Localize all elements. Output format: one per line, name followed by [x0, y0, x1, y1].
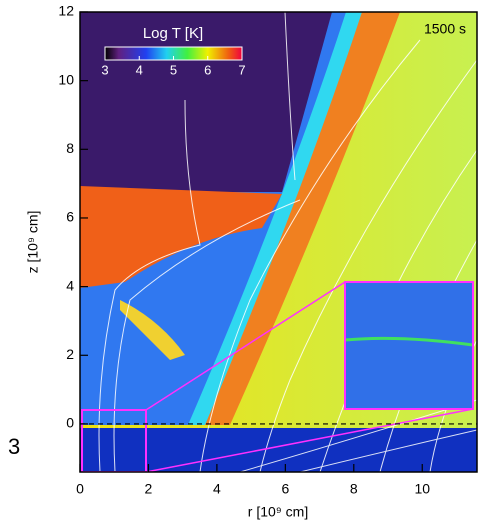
- colorbar-title: Log T [K]: [143, 25, 203, 42]
- y-tick-label: 4: [66, 277, 74, 293]
- x-tick-label: 2: [145, 481, 153, 497]
- x-tick-label: 10: [414, 481, 430, 497]
- plot-frame: [79, 11, 478, 473]
- field-image: [80, 12, 477, 472]
- colorbar-tick-label: 3: [101, 62, 108, 77]
- y-tick-label: 6: [66, 209, 74, 225]
- x-tick-label: 6: [281, 481, 289, 497]
- x-tick-label: 4: [213, 481, 221, 497]
- time-annotation: 1500 s: [424, 21, 466, 37]
- colorbar-tick-label: 6: [204, 62, 211, 77]
- x-tick-label: 0: [76, 481, 84, 497]
- x-axis-label: r [10⁹ cm]: [248, 504, 308, 520]
- colorbar-tick-label: 7: [238, 62, 245, 77]
- y-tick-label: 10: [58, 71, 74, 87]
- panel-label: 3: [8, 434, 20, 459]
- x-tick-label: 8: [350, 481, 358, 497]
- y-tick-label: 0: [66, 415, 74, 431]
- y-tick-label: 8: [66, 140, 74, 156]
- colorbar-tick-label: 5: [170, 62, 177, 77]
- colorbar-tick-label: 4: [136, 62, 143, 77]
- y-tick-label: 12: [58, 3, 74, 19]
- y-tick-label: 2: [66, 346, 74, 362]
- y-axis-label: z [10⁹ cm]: [25, 211, 41, 274]
